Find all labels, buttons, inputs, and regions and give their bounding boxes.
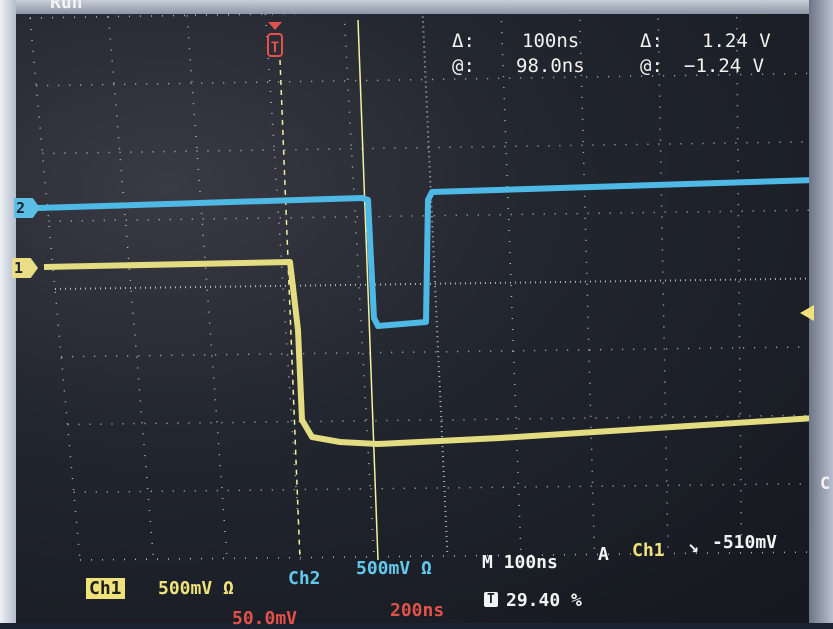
time-at-symbol: @:: [452, 55, 475, 77]
acquisition-status: Run: [50, 0, 83, 13]
time-delta-value: 100ns: [522, 30, 580, 52]
graticule-horizontal-line: [73, 482, 816, 493]
ch1-waveform: [43, 259, 816, 447]
top-bezel-strip: [0, 0, 833, 14]
graticule-horizontal-line: [36, 72, 816, 87]
traces: [37, 177, 816, 447]
ch2-label[interactable]: Ch2: [288, 568, 321, 589]
graticule-horizontal-line: [48, 209, 816, 222]
graticule-vertical-line: [578, 8, 596, 555]
graticule-vertical-line: [186, 15, 228, 559]
trigger-source[interactable]: Ch1: [632, 540, 665, 561]
graticule: [29, 4, 816, 561]
graticule-horizontal-line: [54, 277, 816, 290]
math-time: 200ns: [390, 600, 445, 621]
volt-delta-symbol: Δ:: [640, 30, 663, 52]
volt-at-symbol: @:: [640, 55, 663, 77]
time-at-value: 98.0ns: [516, 55, 585, 77]
trigger-slope-icon[interactable]: ↘: [688, 536, 699, 557]
side-softkey[interactable]: C: [820, 474, 831, 494]
volt-delta-value: 1.24 V: [702, 30, 771, 52]
time-delta-symbol: Δ:: [452, 30, 475, 52]
volt-at-value: −1.24 V: [684, 55, 765, 77]
ch2-waveform: [37, 177, 816, 329]
time-cursor-b[interactable]: [357, 19, 379, 561]
timebase-readout[interactable]: M 100ns: [482, 552, 558, 573]
ch1-scale[interactable]: 500mV Ω: [158, 578, 234, 599]
trigger-time-cursor[interactable]: [279, 59, 301, 561]
trigger-marker-label: T: [271, 40, 279, 56]
left-bezel-strip: [0, 0, 16, 623]
graticule-vertical-line: [421, 11, 449, 557]
trigger-position-readout[interactable]: 29.40 %: [506, 590, 582, 611]
trigger-level-arrow-icon[interactable]: [800, 305, 814, 321]
ch1-label-text: Ch1: [86, 578, 125, 599]
trigger-position-badge-icon: T: [484, 592, 498, 607]
trigger-level-readout[interactable]: -510mV: [712, 532, 778, 553]
ch1-label[interactable]: Ch1: [86, 578, 125, 599]
time-cursors: [279, 19, 379, 561]
ch2-scale[interactable]: 500mV Ω: [356, 558, 432, 579]
graticule-vertical-line: [500, 10, 522, 556]
ch1-ground-marker[interactable]: 1: [12, 258, 38, 278]
trigger-position-icon[interactable]: T: [266, 22, 284, 60]
ch2-ground-marker[interactable]: 2: [14, 198, 40, 218]
math-scale: 50.0mV: [232, 608, 298, 629]
trigger-mode: A: [598, 544, 609, 565]
graticule-vertical-line: [657, 7, 669, 554]
